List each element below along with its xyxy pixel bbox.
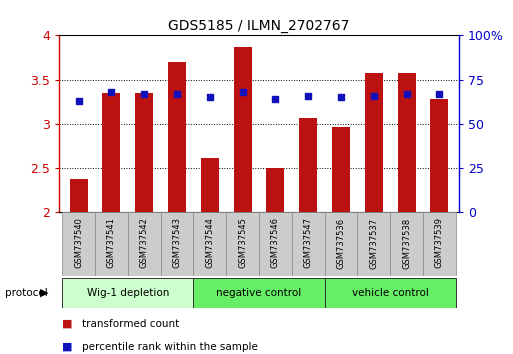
Text: GSM737536: GSM737536 (337, 217, 346, 269)
Bar (70, 179, 88, 212)
Point (239, 89, 247, 95)
Point (173, 91, 181, 97)
Bar (233, 47, 252, 212)
Text: GSM737539: GSM737539 (435, 217, 444, 268)
Text: GSM737544: GSM737544 (205, 217, 214, 268)
Point (304, 93, 312, 98)
Bar (390, 212, 423, 276)
Text: GSM737542: GSM737542 (140, 217, 149, 268)
Text: ■: ■ (62, 319, 72, 329)
Bar (62, 212, 95, 276)
Text: GSM737547: GSM737547 (304, 217, 313, 268)
Point (403, 91, 411, 97)
Text: vehicle control: vehicle control (352, 288, 429, 298)
Point (436, 91, 444, 97)
Text: GSM737538: GSM737538 (402, 217, 411, 269)
Bar (226, 212, 259, 276)
Bar (128, 212, 161, 276)
Bar (201, 158, 219, 212)
Text: GSM737545: GSM737545 (238, 217, 247, 268)
Bar (358, 212, 390, 276)
Point (140, 91, 148, 97)
Text: Wig-1 depletion: Wig-1 depletion (87, 288, 169, 298)
Text: percentile rank within the sample: percentile rank within the sample (82, 342, 258, 352)
Bar (292, 212, 325, 276)
Text: GSM737543: GSM737543 (172, 217, 182, 268)
Bar (168, 62, 186, 212)
Bar (365, 73, 383, 212)
Bar (325, 278, 456, 308)
Point (206, 95, 214, 100)
Bar (259, 212, 292, 276)
Bar (193, 212, 226, 276)
Bar (103, 93, 121, 212)
Bar (332, 127, 350, 212)
Bar (430, 99, 448, 212)
Text: protocol: protocol (5, 288, 48, 298)
Bar (95, 212, 128, 276)
Bar (193, 278, 325, 308)
Bar (135, 93, 153, 212)
Text: GSM737541: GSM737541 (107, 217, 116, 268)
Bar (423, 212, 456, 276)
Bar (62, 278, 193, 308)
Text: ■: ■ (62, 342, 72, 352)
Title: GDS5185 / ILMN_2702767: GDS5185 / ILMN_2702767 (168, 19, 350, 33)
Bar (266, 168, 285, 212)
Point (337, 95, 345, 100)
Text: GSM737537: GSM737537 (369, 217, 379, 269)
Bar (398, 73, 416, 212)
Point (370, 93, 378, 98)
Bar (161, 212, 193, 276)
Text: GSM737546: GSM737546 (271, 217, 280, 268)
Text: ▶: ▶ (40, 288, 49, 298)
Bar (299, 118, 317, 212)
Text: transformed count: transformed count (82, 319, 180, 329)
Point (107, 89, 115, 95)
Point (271, 96, 280, 102)
Bar (325, 212, 358, 276)
Text: GSM737540: GSM737540 (74, 217, 83, 268)
Point (74, 98, 83, 104)
Text: negative control: negative control (216, 288, 302, 298)
